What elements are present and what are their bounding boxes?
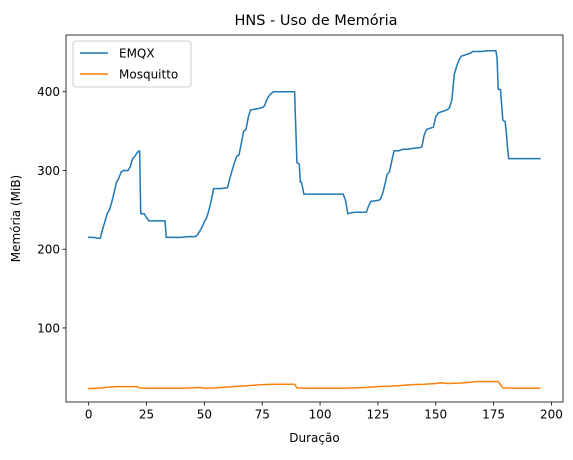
x-axis: 0 25 50 75 100 125 150 175 200: [85, 402, 563, 422]
x-tick-label: 25: [139, 408, 154, 422]
y-tick-label: 300: [37, 164, 60, 178]
y-tick-label: 400: [37, 85, 60, 99]
y-axis-title: Memória (MiB): [9, 175, 23, 263]
y-tick-label: 100: [37, 321, 60, 335]
y-tick-label: 200: [37, 243, 60, 257]
x-axis-title: Duração: [289, 431, 339, 445]
x-tick-label: 50: [197, 408, 212, 422]
y-axis: 100 200 300 400: [37, 85, 66, 335]
x-tick-label: 100: [309, 408, 332, 422]
x-tick-label: 75: [255, 408, 270, 422]
x-tick-label: 175: [482, 408, 505, 422]
legend-label: EMQX: [119, 46, 155, 60]
legend-label: Mosquitto: [119, 67, 178, 81]
x-tick-label: 150: [424, 408, 447, 422]
plot-frame: [65, 34, 564, 403]
x-tick-label: 200: [540, 408, 563, 422]
x-tick-label: 0: [85, 408, 93, 422]
series-line-mosquitto: [87, 380, 541, 390]
chart-title: HNS - Uso de Memória: [234, 13, 397, 29]
plot-area: [87, 50, 541, 390]
x-tick-label: 125: [366, 408, 389, 422]
legend: EMQX Mosquitto: [72, 40, 192, 88]
series-line-emqx: [87, 50, 541, 239]
